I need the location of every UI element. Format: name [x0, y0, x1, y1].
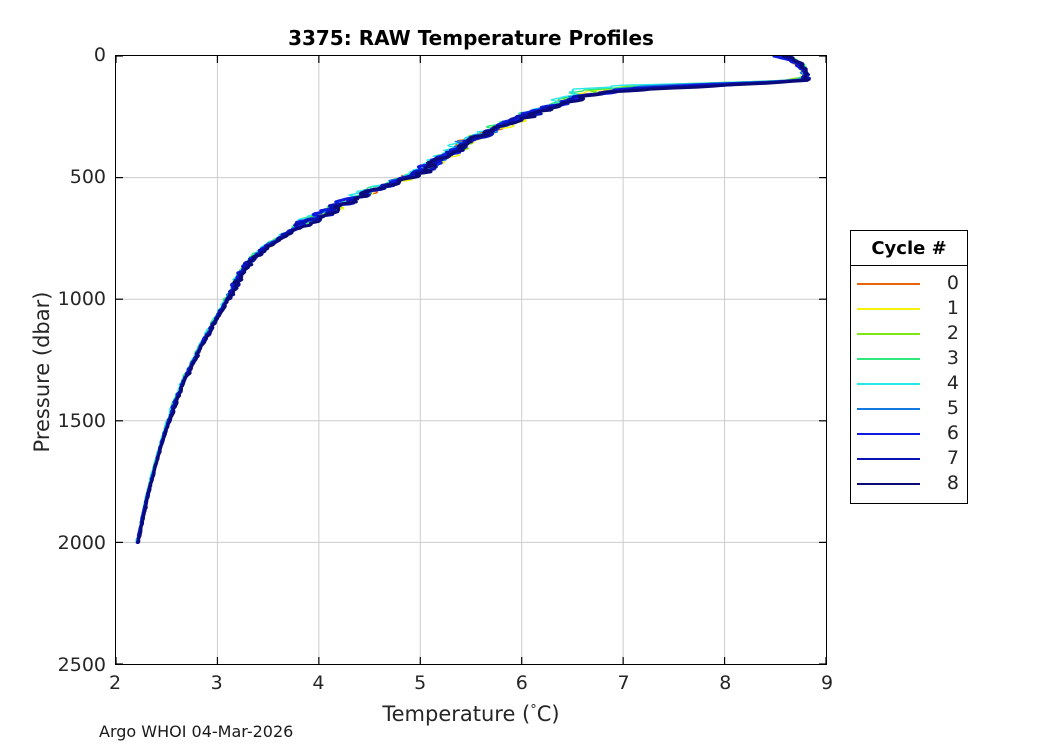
x-tick-label: 4: [312, 672, 325, 694]
plot-area: [115, 55, 827, 665]
x-axis-title: Temperature (°C): [115, 702, 827, 726]
x-tick-label: 5: [414, 672, 427, 694]
page-title: 3375: RAW Temperature Profiles: [288, 26, 654, 50]
legend-item-label: 1: [946, 297, 959, 319]
legend-item[interactable]: 4: [851, 371, 967, 396]
legend-item[interactable]: 6: [851, 421, 967, 446]
x-tick-label: 9: [820, 672, 834, 694]
legend-item-label: 6: [946, 422, 959, 444]
x-axis-title-text: Temperature (: [382, 702, 531, 726]
legend-color-swatch: [857, 307, 920, 310]
legend-item[interactable]: 8: [851, 471, 967, 496]
legend-title: Cycle #: [851, 231, 967, 266]
legend-color-swatch: [857, 457, 920, 460]
legend-color-swatch: [857, 432, 920, 435]
legend-color-swatch: [857, 332, 920, 335]
legend-color-swatch: [857, 482, 920, 485]
legend-color-swatch: [857, 282, 920, 285]
legend-item-label: 5: [946, 397, 959, 419]
legend-items: 0 1 2 3 4 5 6 7 8: [851, 266, 967, 503]
x-tick-label: 2: [108, 672, 122, 694]
legend-color-swatch: [857, 382, 920, 385]
x-tick-label: 7: [617, 672, 630, 694]
legend-item[interactable]: 5: [851, 396, 967, 421]
legend-item[interactable]: 0: [851, 271, 967, 296]
legend: Cycle # 0 1 2 3 4 5 6 7 8: [850, 230, 968, 504]
legend-item[interactable]: 2: [851, 321, 967, 346]
footer-annotation: Argo WHOI 04-Mar-2026: [99, 722, 294, 741]
legend-item[interactable]: 7: [851, 446, 967, 471]
y-tick-label: 500: [69, 166, 106, 188]
y-axis-title: Pressure (dbar): [30, 291, 54, 453]
profile-line: [138, 56, 808, 542]
x-tick-label: 8: [719, 672, 732, 694]
y-tick-label: 2500: [57, 654, 106, 676]
y-tick-label: 2000: [57, 532, 106, 554]
profile-lines-svg: [116, 56, 826, 664]
legend-item-label: 8: [946, 472, 959, 494]
legend-color-swatch: [857, 407, 920, 410]
legend-item[interactable]: 1: [851, 296, 967, 321]
legend-item-label: 3: [946, 347, 959, 369]
legend-item-label: 0: [946, 272, 959, 294]
legend-color-swatch: [857, 357, 920, 360]
degree-symbol-icon: °: [530, 703, 537, 718]
y-tick-label: 1000: [57, 288, 106, 310]
legend-item-label: 2: [946, 322, 959, 344]
y-tick-label: 1500: [57, 410, 106, 432]
legend-item-label: 4: [946, 372, 959, 394]
y-tick-label: 0: [93, 44, 106, 66]
x-tick-label: 6: [515, 672, 528, 694]
x-tick-label: 3: [210, 672, 223, 694]
legend-item[interactable]: 3: [851, 346, 967, 371]
x-axis-unit-text: C): [536, 702, 560, 726]
legend-item-label: 7: [946, 447, 959, 469]
